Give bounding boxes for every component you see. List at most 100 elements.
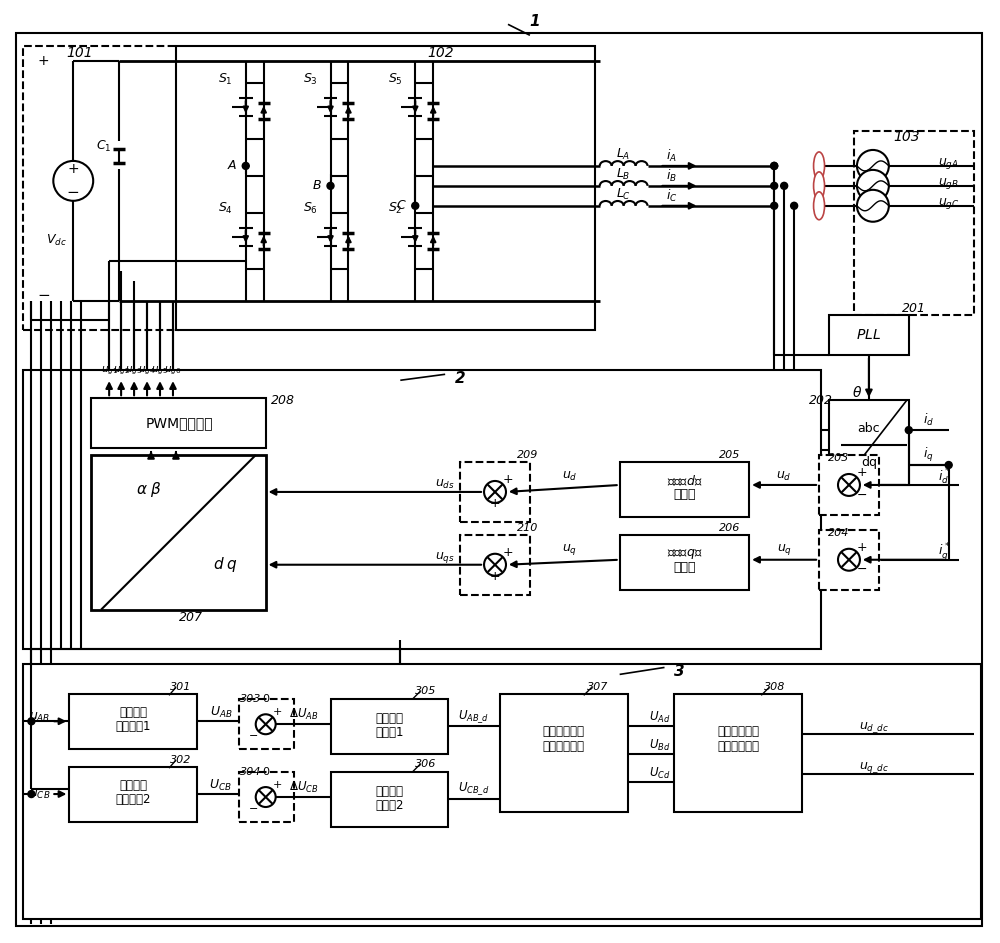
Text: 控制器2: 控制器2 xyxy=(375,799,404,812)
Bar xyxy=(23,665,981,918)
Text: +: + xyxy=(67,162,79,176)
Bar xyxy=(331,772,448,827)
Text: 210: 210 xyxy=(517,522,539,533)
Text: $i_B$: $i_B$ xyxy=(666,168,677,184)
Text: $U_{CB}$: $U_{CB}$ xyxy=(209,778,232,793)
Circle shape xyxy=(256,787,276,807)
Text: 直流分量旋转: 直流分量旋转 xyxy=(717,725,759,737)
Circle shape xyxy=(905,426,912,434)
Circle shape xyxy=(857,190,889,222)
Bar xyxy=(239,700,294,749)
Text: abc: abc xyxy=(858,422,880,435)
Text: 208: 208 xyxy=(271,394,295,406)
Text: $i_d$: $i_d$ xyxy=(923,412,934,428)
Bar xyxy=(674,694,802,812)
Text: $V_{dc}$: $V_{dc}$ xyxy=(46,233,67,248)
Text: 301: 301 xyxy=(170,683,192,692)
Circle shape xyxy=(256,714,276,735)
Text: 坐标变换模块: 坐标变换模块 xyxy=(543,739,585,753)
Circle shape xyxy=(791,203,798,209)
Text: −: − xyxy=(249,731,258,741)
Text: B: B xyxy=(312,179,321,192)
Text: $L_A$: $L_A$ xyxy=(616,147,631,162)
Text: 直流分量: 直流分量 xyxy=(375,785,403,798)
Bar xyxy=(331,700,448,754)
Text: 307: 307 xyxy=(587,683,608,692)
Text: +: + xyxy=(490,497,500,510)
Bar xyxy=(69,694,197,749)
Text: 0: 0 xyxy=(262,767,269,777)
Bar xyxy=(460,462,530,521)
Text: $U_{Cd}$: $U_{Cd}$ xyxy=(649,766,670,781)
Text: −: − xyxy=(249,804,258,814)
Circle shape xyxy=(771,182,778,190)
Text: 直流分量: 直流分量 xyxy=(119,779,147,791)
Bar xyxy=(23,46,178,330)
Text: $S_4$: $S_4$ xyxy=(218,201,233,216)
Text: $U_{AB}$: $U_{AB}$ xyxy=(210,704,232,720)
Text: $u_{g1}$: $u_{g1}$ xyxy=(101,365,118,377)
Text: 控制器: 控制器 xyxy=(673,561,696,574)
Text: $\Delta U_{CB}$: $\Delta U_{CB}$ xyxy=(289,780,318,795)
Text: 1: 1 xyxy=(530,14,540,29)
Text: 203: 203 xyxy=(828,453,850,463)
Bar xyxy=(460,535,530,595)
Text: $u_d$: $u_d$ xyxy=(776,470,792,483)
Bar xyxy=(819,530,879,589)
Circle shape xyxy=(857,150,889,182)
Text: $S_5$: $S_5$ xyxy=(388,72,403,87)
Text: $u_{CB}$: $u_{CB}$ xyxy=(29,787,50,801)
Text: 检测模块2: 检测模块2 xyxy=(115,792,151,805)
Text: $u_{ds}$: $u_{ds}$ xyxy=(435,477,455,490)
Text: 303: 303 xyxy=(240,694,261,704)
Text: 0: 0 xyxy=(262,694,269,704)
Text: 直流分量: 直流分量 xyxy=(375,712,403,725)
Circle shape xyxy=(484,481,506,503)
Circle shape xyxy=(327,182,334,190)
Text: +: + xyxy=(503,473,513,487)
Text: 101: 101 xyxy=(66,46,93,60)
Text: $u_q$: $u_q$ xyxy=(562,542,577,557)
Text: $u_{g5}$: $u_{g5}$ xyxy=(151,365,169,377)
Text: $U_{AB\_d}$: $U_{AB\_d}$ xyxy=(458,708,490,724)
Text: $i_q$: $i_q$ xyxy=(923,446,934,464)
Text: 103: 103 xyxy=(893,130,920,144)
Text: $i_C$: $i_C$ xyxy=(666,188,677,204)
Bar xyxy=(91,455,266,609)
Bar xyxy=(620,535,749,589)
Text: 电流环$d$轴: 电流环$d$轴 xyxy=(667,473,702,488)
Bar xyxy=(854,131,974,316)
Text: $\theta$: $\theta$ xyxy=(852,385,862,400)
Text: 205: 205 xyxy=(719,450,740,460)
Text: −: − xyxy=(857,563,867,576)
Text: dq: dq xyxy=(861,455,877,469)
Text: C: C xyxy=(397,199,406,212)
Text: +: + xyxy=(503,546,513,559)
Bar xyxy=(819,455,879,515)
Text: 控制器: 控制器 xyxy=(673,488,696,502)
Text: 2: 2 xyxy=(455,371,465,386)
Circle shape xyxy=(412,203,419,209)
Circle shape xyxy=(28,790,35,798)
Text: 3: 3 xyxy=(674,664,685,679)
Text: +: + xyxy=(490,571,500,583)
Bar xyxy=(829,316,909,356)
Circle shape xyxy=(857,170,889,202)
Circle shape xyxy=(771,162,778,170)
Circle shape xyxy=(28,718,35,725)
Text: 直流分量: 直流分量 xyxy=(119,705,147,719)
Circle shape xyxy=(945,461,952,469)
Bar xyxy=(176,46,595,330)
Text: 306: 306 xyxy=(415,759,436,769)
Text: $u_q$: $u_q$ xyxy=(777,542,792,557)
Text: $C_1$: $C_1$ xyxy=(96,139,112,154)
Ellipse shape xyxy=(814,191,825,220)
Text: $u_{d\_dc}$: $u_{d\_dc}$ xyxy=(859,720,889,735)
Circle shape xyxy=(781,182,788,190)
Text: $u_{AB}$: $u_{AB}$ xyxy=(29,711,50,724)
Circle shape xyxy=(771,162,778,170)
Circle shape xyxy=(838,474,860,496)
Text: $u_{g3}$: $u_{g3}$ xyxy=(125,365,143,377)
Bar xyxy=(91,398,266,448)
Text: $PLL$: $PLL$ xyxy=(856,328,881,342)
